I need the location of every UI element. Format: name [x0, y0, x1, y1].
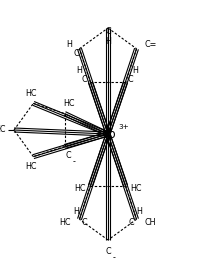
Text: C: C: [74, 49, 79, 58]
Text: C: C: [82, 75, 87, 84]
Text: C: C: [82, 218, 87, 227]
Text: C: C: [105, 27, 111, 37]
Text: C: C: [128, 75, 133, 84]
Text: 3+: 3+: [119, 124, 129, 130]
Text: H: H: [76, 66, 82, 75]
Text: C=: C=: [144, 40, 157, 49]
Text: Yb: Yb: [101, 128, 115, 140]
Text: C: C: [105, 247, 111, 257]
Text: -: -: [113, 253, 115, 263]
Text: CH: CH: [145, 218, 156, 227]
Text: H: H: [73, 207, 79, 216]
Text: -: -: [72, 157, 75, 166]
Text: HC: HC: [26, 162, 37, 171]
Text: HC: HC: [0, 126, 6, 134]
Text: HC: HC: [63, 99, 74, 108]
Text: C: C: [129, 218, 134, 227]
Text: C: C: [66, 151, 71, 160]
Text: H: H: [137, 207, 143, 216]
Text: HC: HC: [130, 184, 141, 193]
Text: HC: HC: [75, 184, 86, 193]
Text: H: H: [105, 37, 111, 47]
Text: HC: HC: [26, 89, 37, 98]
Text: H: H: [67, 40, 72, 49]
Text: HC: HC: [60, 218, 71, 227]
Text: H: H: [133, 66, 139, 75]
